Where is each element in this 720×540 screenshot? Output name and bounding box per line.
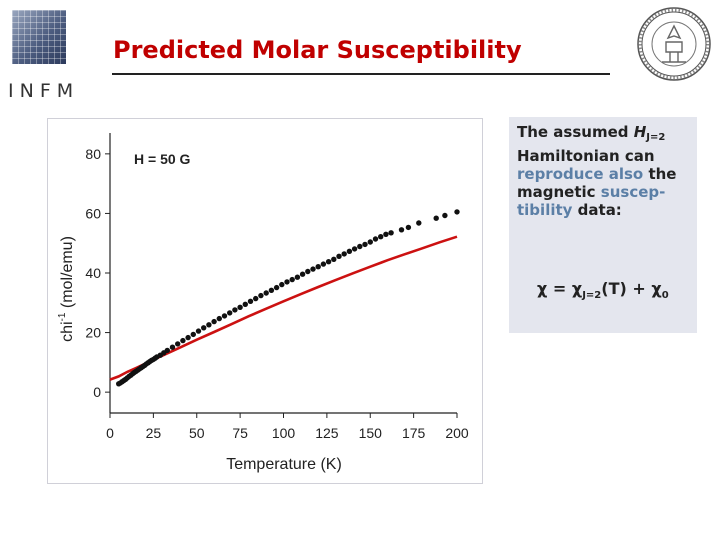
slide-title: Predicted Molar Susceptibility: [113, 36, 522, 64]
x-tick-label: 125: [315, 425, 339, 441]
data-point: [357, 243, 363, 250]
y-tick-label: 40: [85, 265, 101, 281]
chart-axes: [109, 133, 457, 414]
data-point: [351, 246, 358, 252]
data-point: [331, 256, 337, 262]
data-point: [398, 227, 405, 233]
data-point: [299, 271, 306, 277]
logo-text: INFM: [8, 80, 80, 102]
x-tick-label: 150: [359, 425, 383, 441]
data-point: [442, 212, 448, 219]
data-point: [310, 266, 316, 272]
data-points-group: [116, 209, 460, 387]
data-point: [195, 328, 202, 334]
data-point: [454, 209, 460, 215]
x-tick-label: 50: [189, 425, 205, 441]
susceptibility-chart: 0 25 50 75 100 125 150 175 200 0 20 40 60 80 H = 50 G…: [57, 133, 469, 473]
data-point: [258, 292, 264, 299]
infm-grid-logo-icon: [12, 10, 66, 64]
x-axis-label: Temperature (K): [226, 456, 342, 473]
university-seal-icon: [637, 7, 711, 81]
title-divider: [112, 73, 610, 75]
data-point: [341, 251, 347, 257]
data-point: [336, 253, 342, 259]
data-point: [185, 334, 191, 341]
data-point: [284, 279, 290, 285]
data-point: [206, 322, 212, 328]
x-tick-label: 100: [272, 425, 296, 441]
x-tick-label: 175: [402, 425, 426, 441]
data-point: [320, 261, 327, 267]
data-point: [405, 224, 412, 231]
data-point: [247, 298, 254, 304]
data-point: [253, 295, 259, 302]
data-point: [416, 220, 422, 226]
data-point: [201, 325, 207, 331]
data-point: [325, 259, 332, 265]
data-point: [346, 248, 353, 254]
y-tick-label: 0: [93, 384, 101, 400]
explanation-text: The assumed HJ=2 Hamiltonian can reprodu…: [517, 123, 677, 219]
y-axis-label: chi-1 (mol/emu): [57, 236, 76, 342]
data-point: [372, 236, 379, 242]
fit-curve-group: [109, 235, 458, 381]
data-point: [294, 274, 301, 280]
chart-panel: 0 25 50 75 100 125 150 175 200 0 20 40 60 80 H = 50 G…: [47, 118, 483, 484]
data-point: [232, 307, 238, 313]
x-tick-label: 0: [106, 425, 114, 441]
data-point: [263, 290, 269, 296]
data-point: [164, 347, 170, 354]
data-point: [169, 344, 176, 350]
y-tick-label: 80: [85, 146, 101, 162]
data-point: [378, 234, 384, 240]
data-point: [362, 241, 368, 248]
data-point: [268, 287, 275, 293]
data-point: [305, 268, 311, 275]
chart-ticks: 0 25 50 75 100 125 150 175 200 0 20 40 60 80: [85, 146, 468, 441]
data-point: [227, 310, 233, 316]
data-point: [237, 304, 243, 310]
infm-logo: INFM: [8, 8, 73, 103]
data-point: [279, 281, 285, 288]
data-point: [211, 318, 217, 325]
data-point: [221, 313, 228, 319]
data-point: [315, 264, 321, 270]
x-tick-label: 25: [146, 425, 162, 441]
data-point: [388, 230, 394, 236]
data-point: [433, 215, 439, 221]
data-point: [289, 276, 295, 283]
explanation-panel: The assumed HJ=2 Hamiltonian can reprodu…: [509, 117, 697, 333]
data-point: [216, 315, 222, 322]
susceptibility-formula: χ = χJ=2(T) + χ0: [537, 279, 669, 301]
data-point: [273, 284, 280, 291]
y-tick-label: 20: [85, 325, 101, 341]
fit-curve: [109, 235, 458, 381]
data-point: [180, 337, 186, 344]
data-point: [242, 301, 248, 307]
data-point: [190, 331, 196, 338]
data-point: [175, 341, 181, 347]
x-tick-label: 75: [232, 425, 248, 441]
x-tick-label: 200: [445, 425, 469, 441]
field-annotation: H = 50 G: [134, 151, 191, 167]
data-point: [383, 231, 389, 237]
y-tick-label: 60: [85, 205, 101, 221]
data-point: [367, 239, 373, 245]
